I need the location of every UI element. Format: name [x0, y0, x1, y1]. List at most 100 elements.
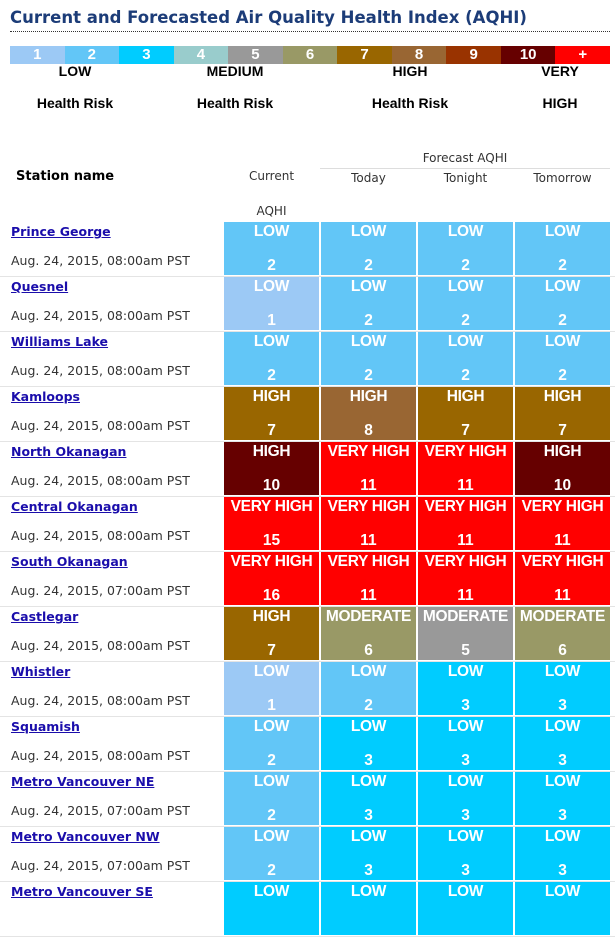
aqhi-value: 2 — [267, 367, 276, 384]
aqhi-risk-level: LOW — [253, 278, 290, 295]
station-timestamp: Aug. 24, 2015, 07:00am PST — [11, 858, 190, 873]
station-link[interactable]: Prince George — [11, 224, 111, 239]
station-link[interactable]: Central Okanagan — [11, 499, 138, 514]
aqhi-cell-tomorrow: HIGH 10 — [515, 442, 610, 495]
aqhi-risk-level: LOW — [253, 773, 290, 790]
aqhi-cell-today: VERY HIGH 11 — [321, 497, 416, 550]
aqhi-value: 10 — [553, 477, 572, 494]
table-row: Metro Vancouver SE LOW LOW LOW LOW — [0, 882, 615, 937]
aqhi-risk-level: LOW — [544, 333, 581, 350]
aqhi-cell-tonight: LOW 3 — [418, 662, 513, 715]
station-timestamp: Aug. 24, 2015, 08:00am PST — [11, 693, 190, 708]
header-divider — [320, 168, 610, 169]
aqhi-risk-level: LOW — [350, 883, 387, 900]
aqhi-risk-level: LOW — [447, 718, 484, 735]
aqhi-value: 11 — [360, 477, 377, 494]
aqhi-value: 6 — [558, 642, 567, 659]
aqhi-cell-tomorrow: VERY HIGH 11 — [515, 497, 610, 550]
aqhi-risk-level: LOW — [253, 883, 290, 900]
legend-segment-11: + — [555, 46, 611, 64]
aqhi-cell-today: LOW 3 — [321, 717, 416, 770]
aqhi-risk-level: LOW — [544, 718, 581, 735]
aqhi-value: 2 — [364, 312, 373, 329]
aqhi-value: 2 — [267, 862, 276, 879]
aqhi-risk-level: VERY HIGH — [424, 443, 507, 460]
station-link[interactable]: South Okanagan — [11, 554, 128, 569]
station-link[interactable]: Quesnel — [11, 279, 69, 294]
aqhi-risk-level: LOW — [253, 828, 290, 845]
aqhi-value: 2 — [267, 807, 276, 824]
risk-high-sub: Health Risk — [371, 95, 449, 111]
station-link[interactable]: Metro Vancouver NE — [11, 774, 155, 789]
aqhi-value: 10 — [262, 477, 281, 494]
aqhi-cell-tonight: HIGH 7 — [418, 387, 513, 440]
station-link[interactable]: Metro Vancouver SE — [11, 884, 153, 899]
aqhi-value: 7 — [267, 422, 276, 439]
aqhi-risk-level: LOW — [350, 828, 387, 845]
station-timestamp: Aug. 24, 2015, 08:00am PST — [11, 473, 190, 488]
station-link[interactable]: North Okanagan — [11, 444, 127, 459]
station-link[interactable]: Castlegar — [11, 609, 79, 624]
aqhi-risk-level: MODERATE — [325, 608, 412, 625]
aqhi-risk-level: LOW — [447, 223, 484, 240]
station-link[interactable]: Whistler — [11, 664, 71, 679]
aqhi-risk-level: LOW — [447, 333, 484, 350]
aqhi-cell-current: VERY HIGH 15 — [224, 497, 319, 550]
aqhi-risk-level: LOW — [544, 278, 581, 295]
aqhi-value: 11 — [554, 587, 571, 604]
aqhi-cell-current: LOW 2 — [224, 717, 319, 770]
station-timestamp: Aug. 24, 2015, 08:00am PST — [11, 363, 190, 378]
station-link[interactable]: Williams Lake — [11, 334, 109, 349]
risk-very-high-sub: HIGH — [542, 95, 578, 111]
station-timestamp: Aug. 24, 2015, 08:00am PST — [11, 418, 190, 433]
aqhi-cell-tonight: LOW 3 — [418, 772, 513, 825]
aqhi-value: 1 — [267, 697, 276, 714]
aqhi-value: 3 — [461, 697, 470, 714]
aqhi-risk-level: LOW — [544, 663, 581, 680]
table-row: Metro Vancouver NW Aug. 24, 2015, 07:00am… — [0, 827, 615, 882]
aqhi-cell-today: LOW 2 — [321, 332, 416, 385]
header-current: Current — [248, 169, 295, 183]
table-row: Prince George Aug. 24, 2015, 08:00am PST L… — [0, 222, 615, 277]
aqhi-value: 6 — [364, 642, 373, 659]
aqhi-value: 3 — [558, 862, 567, 879]
aqhi-risk-level: LOW — [253, 663, 290, 680]
aqhi-cell-tonight: MODERATE 5 — [418, 607, 513, 660]
station-link[interactable]: Metro Vancouver NW — [11, 829, 160, 844]
header-tonight: Tonight — [443, 171, 488, 185]
header-station-name: Station name — [16, 169, 115, 184]
aqhi-value: 3 — [461, 862, 470, 879]
table-row: South Okanagan Aug. 24, 2015, 07:00am PST… — [0, 552, 615, 607]
aqhi-risk-level: LOW — [350, 223, 387, 240]
aqhi-cell-current: LOW 1 — [224, 662, 319, 715]
aqhi-cell-today: LOW 2 — [321, 662, 416, 715]
aqhi-risk-level: LOW — [350, 663, 387, 680]
aqhi-risk-level: MODERATE — [422, 608, 509, 625]
aqhi-cell-current: HIGH 7 — [224, 387, 319, 440]
aqhi-cell-current: HIGH 10 — [224, 442, 319, 495]
legend-segment-2: 2 — [64, 46, 120, 64]
legend-segment-5: 5 — [228, 46, 283, 64]
aqhi-value: 3 — [558, 697, 567, 714]
station-timestamp: Aug. 24, 2015, 07:00am PST — [11, 583, 190, 598]
aqhi-risk-level: HIGH — [349, 388, 388, 405]
aqhi-risk-level: LOW — [544, 223, 581, 240]
station-timestamp: Aug. 24, 2015, 08:00am PST — [11, 638, 190, 653]
aqhi-value: 3 — [558, 752, 567, 769]
table-row: Metro Vancouver NE Aug. 24, 2015, 07:00am… — [0, 772, 615, 827]
risk-medium-label: MEDIUM — [206, 63, 264, 79]
aqhi-risk-level: LOW — [447, 773, 484, 790]
aqhi-value: 11 — [360, 532, 377, 549]
aqhi-value: 7 — [461, 422, 470, 439]
aqhi-value: 7 — [267, 642, 276, 659]
aqhi-cell-current: LOW 1 — [224, 277, 319, 330]
aqhi-risk-level: LOW — [253, 223, 290, 240]
station-link[interactable]: Squamish — [11, 719, 80, 734]
aqhi-value: 11 — [457, 477, 474, 494]
aqhi-risk-level: HIGH — [446, 388, 485, 405]
aqhi-cell-today: LOW 2 — [321, 222, 416, 275]
station-link[interactable]: Kamloops — [11, 389, 80, 404]
aqhi-value: 3 — [461, 807, 470, 824]
aqhi-value: 7 — [558, 422, 567, 439]
aqhi-value: 11 — [457, 587, 474, 604]
